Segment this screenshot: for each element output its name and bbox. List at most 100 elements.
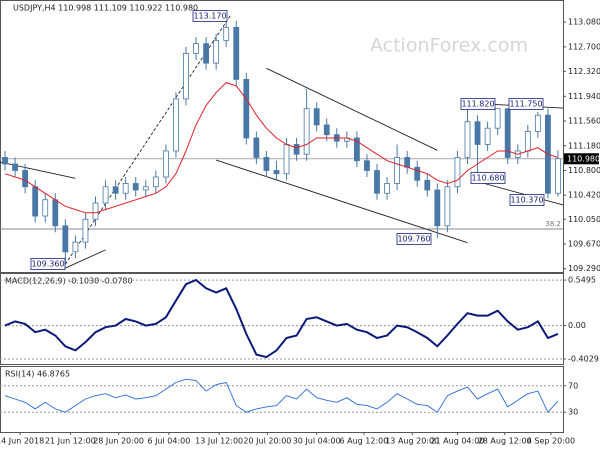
candle-body (12, 163, 18, 171)
y-tick-label: 112.320 (568, 67, 600, 76)
chart-title: USDJPY,H4 110.998 111.109 110.922 110.98… (13, 4, 198, 13)
indicator-line (4, 278, 559, 359)
candle-body (102, 186, 109, 204)
candle-body (42, 199, 49, 217)
candle-body (52, 199, 59, 227)
candle-body (494, 108, 501, 129)
trendline (266, 67, 438, 151)
candle-body (424, 179, 431, 191)
rsi-panel (0, 366, 564, 433)
candle-body (223, 26, 230, 41)
candle-body (132, 183, 139, 191)
candle-body (323, 124, 330, 136)
candle-body (374, 170, 380, 194)
candle-body (173, 98, 179, 152)
trendline (65, 249, 106, 269)
price-label-box (509, 194, 545, 206)
candle-body (444, 186, 451, 227)
candle-body (142, 186, 149, 191)
candle-body (293, 144, 300, 155)
x-tick-label: 6 Aug 12:00 (340, 437, 389, 446)
price-label: 110.370 (510, 196, 543, 205)
price-label-box (470, 172, 506, 184)
candle-body (283, 144, 290, 175)
candle-body (484, 127, 491, 145)
moving-average (4, 82, 559, 214)
candle-body (32, 186, 39, 217)
candle-body (394, 157, 401, 184)
watermark: ActionForex.com (370, 35, 528, 57)
y-tick-label: 110.050 (568, 215, 600, 224)
price-label: 111.820 (461, 100, 494, 109)
price-label: 111.750 (509, 100, 542, 109)
candle-body (253, 137, 260, 158)
trendline (216, 159, 468, 244)
trendline (472, 179, 564, 206)
price-label-box (508, 98, 544, 110)
candle-body (384, 183, 390, 194)
x-tick-label: 13 Jul 12:00 (195, 437, 243, 446)
price-label-box (460, 98, 496, 110)
candle-body (313, 108, 320, 126)
x-tick-label: 20 Jul 20:00 (243, 437, 291, 446)
candle-body (82, 218, 89, 243)
y-tick-label: 111.940 (568, 92, 600, 101)
candle-body (454, 157, 461, 188)
candle-body (464, 121, 471, 158)
y-tick-label: 30 (568, 408, 578, 417)
candle-body (183, 52, 189, 100)
y-tick-label: 0.00 (568, 321, 586, 330)
price-label-box (192, 10, 228, 22)
candle-body (504, 108, 511, 158)
candle-body (303, 108, 310, 155)
macd-panel (0, 273, 564, 365)
candle-body (434, 189, 441, 227)
x-tick-label: 14 Jun 2018 (0, 437, 44, 446)
candle-body (62, 225, 69, 253)
y-tick-label: 70 (568, 381, 578, 390)
x-tick-label: 4 Sep 20:00 (527, 437, 575, 446)
y-tick-label: 111.560 (568, 117, 600, 126)
price-label-box (30, 258, 66, 270)
macd-title: MACD(12,26,9) -0.1030 -0.0780 (5, 277, 133, 286)
candle-body (474, 121, 481, 145)
candle-body (534, 114, 541, 132)
candle-body (112, 186, 119, 194)
x-tick-label: 30 Jul 04:00 (293, 437, 341, 446)
price-label: 109.360 (31, 260, 64, 269)
candle-body (193, 43, 199, 54)
candle-body (203, 43, 209, 64)
indicator-line (4, 378, 559, 414)
last-price-label: 110.980 (567, 154, 600, 163)
candle-body (263, 157, 270, 171)
candle-body (524, 131, 531, 152)
y-tick-label: -0.4029 (568, 354, 599, 363)
x-tick-label: 6 Jul 04:00 (147, 437, 190, 446)
x-tick-label: 21 Jun 12:00 (45, 437, 96, 446)
candle-body (273, 170, 280, 175)
candle-body (2, 157, 8, 165)
fib-label: 38.2 (545, 220, 561, 228)
x-tick-label: 13 Aug 20:00 (385, 437, 439, 446)
y-tick-label: 110.420 (568, 191, 600, 200)
candle-body (152, 176, 159, 188)
price-label-box (396, 233, 432, 245)
price-label: 113.170 (193, 12, 226, 21)
candle-body (243, 78, 250, 139)
y-tick-label: 0.5495 (568, 276, 596, 285)
y-tick-label: 110.800 (568, 166, 600, 175)
price-label: 110.680 (471, 174, 504, 183)
price-panel (0, 0, 564, 273)
candle-body (555, 158, 561, 194)
candle-body (354, 137, 360, 162)
x-tick-label: 28 Aug 12:00 (478, 437, 532, 446)
price-label: 109.760 (397, 235, 430, 244)
y-tick-label: 109.670 (568, 240, 600, 249)
y-tick-label: 113.080 (568, 18, 600, 27)
y-tick-label: 112.700 (568, 42, 600, 51)
candle-body (233, 26, 240, 80)
candle-body (72, 241, 79, 253)
x-tick-label: 28 Jun 20:00 (93, 437, 144, 446)
